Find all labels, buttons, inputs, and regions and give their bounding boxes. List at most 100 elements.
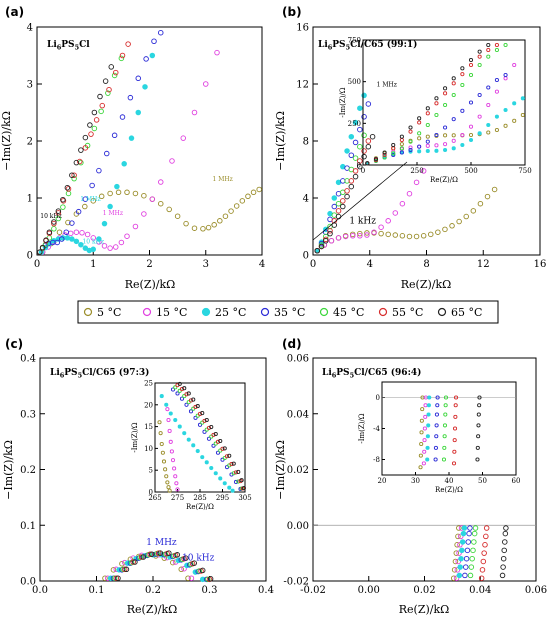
- inset-point: [486, 122, 491, 128]
- inset-point: [231, 471, 236, 476]
- main-point: [453, 550, 460, 556]
- main-point: [78, 159, 84, 166]
- main-series: [38, 52, 156, 255]
- main-point: [191, 560, 197, 566]
- inset-point: [453, 403, 458, 408]
- inset-axis-ytick-label: 750: [348, 37, 361, 45]
- inset-point: [417, 116, 422, 121]
- inset-point: [460, 72, 465, 77]
- main-point: [406, 233, 413, 240]
- inset-point: [443, 403, 448, 408]
- main-axis-xtick-label: 4: [259, 259, 265, 270]
- main-point: [365, 101, 372, 107]
- main-point: [500, 564, 506, 570]
- main-point: [65, 219, 71, 226]
- main-point: [357, 230, 363, 237]
- composition-text: PS: [332, 40, 345, 50]
- main-axis-ytick-label: 0: [303, 251, 309, 262]
- main-point: [399, 233, 406, 239]
- main-point: [340, 203, 346, 210]
- inset-point: [468, 124, 474, 129]
- main-point: [90, 246, 96, 253]
- inset-point: [512, 101, 517, 106]
- main-point: [435, 229, 441, 235]
- inset-point: [451, 117, 456, 122]
- main-point: [462, 572, 468, 579]
- inset-point: [452, 426, 458, 431]
- legend-label: 25 °C: [215, 306, 246, 319]
- main-point: [98, 108, 104, 115]
- inset: 20 30 40 50 60 -8 -4 0 Re(Z)/Ω -Im(Z)/Ω: [358, 381, 520, 494]
- main-point: [222, 213, 229, 219]
- x-axis-label: Re(Z)/kΩ: [125, 278, 176, 291]
- main-point: [463, 213, 469, 220]
- legend: 5 °C 15 °C 25 °C 35 °C 45 °C 55 °C 65 °C: [77, 300, 499, 324]
- main-point: [328, 237, 335, 244]
- main-point: [73, 159, 80, 166]
- panel-b: (b) 0 4 8 12 16 0 4 8 12 16 Li6PS5Cl/C65 (99:1) 1 kH…: [274, 5, 546, 291]
- main-point: [149, 52, 156, 59]
- inset-point: [423, 414, 428, 419]
- inset-axis-xtick-label: 500: [464, 167, 477, 175]
- main-point: [76, 158, 83, 165]
- annotation-label: 1 MHz: [103, 210, 123, 217]
- main-point: [335, 200, 342, 207]
- main-point: [151, 38, 157, 45]
- inset-point: [391, 146, 396, 151]
- inset-series: [441, 395, 449, 462]
- inset-point: [170, 458, 176, 463]
- inset-point: [188, 409, 194, 414]
- inset-point: [477, 114, 482, 119]
- inset-point: [391, 151, 396, 156]
- inset-point: [434, 112, 439, 118]
- inset-point: [451, 461, 457, 466]
- inset-point: [179, 387, 185, 392]
- main-point: [106, 86, 112, 93]
- composition-label: Li6PS5Cl: [47, 40, 90, 52]
- main-point: [155, 550, 162, 556]
- main-point: [327, 228, 333, 234]
- main-point: [399, 200, 406, 207]
- main-axis-xtick-label: 0.04: [469, 585, 491, 596]
- main-point: [361, 148, 367, 154]
- main-point: [89, 182, 95, 189]
- main-point: [37, 249, 43, 255]
- main-point: [342, 233, 349, 240]
- inset-point: [477, 62, 482, 68]
- inset: 0 250 500 750 0 250 500 750 1 MHz Re(Z)/Ω -Im(Z)/Ω: [339, 37, 532, 185]
- main-point: [51, 219, 57, 225]
- inset-point: [391, 152, 396, 158]
- inset-point: [184, 402, 189, 407]
- main-series: [478, 525, 490, 581]
- main-point: [369, 133, 376, 140]
- inset-point: [167, 428, 172, 434]
- main-point: [88, 131, 94, 137]
- inset-point: [202, 429, 207, 434]
- main-point: [101, 243, 108, 249]
- main-point: [479, 567, 486, 573]
- main-axis-ytick-label: 0: [27, 251, 33, 262]
- main-point: [93, 117, 100, 123]
- main-point: [181, 565, 187, 572]
- inset-point: [433, 457, 438, 462]
- main-point: [101, 220, 108, 227]
- main-point: [348, 133, 355, 140]
- main-point: [453, 575, 460, 581]
- main-point: [174, 213, 181, 219]
- inset-point: [422, 438, 427, 443]
- main-series: [467, 525, 479, 579]
- main-series: [37, 55, 125, 255]
- inset-point: [435, 403, 440, 408]
- main-point: [318, 243, 325, 250]
- inset-point: [425, 143, 430, 148]
- main-point: [365, 138, 372, 144]
- main-point: [483, 525, 490, 531]
- inset-series: [365, 72, 508, 166]
- main-point: [73, 229, 80, 235]
- inset-point: [177, 424, 182, 429]
- composition-label: Li6PS5Cl/C65 (99:1): [318, 39, 417, 52]
- inset-series: [165, 407, 180, 492]
- inset-axis-xtick-label: 265: [148, 494, 161, 502]
- inset-point: [477, 92, 482, 98]
- inset-point: [161, 459, 167, 464]
